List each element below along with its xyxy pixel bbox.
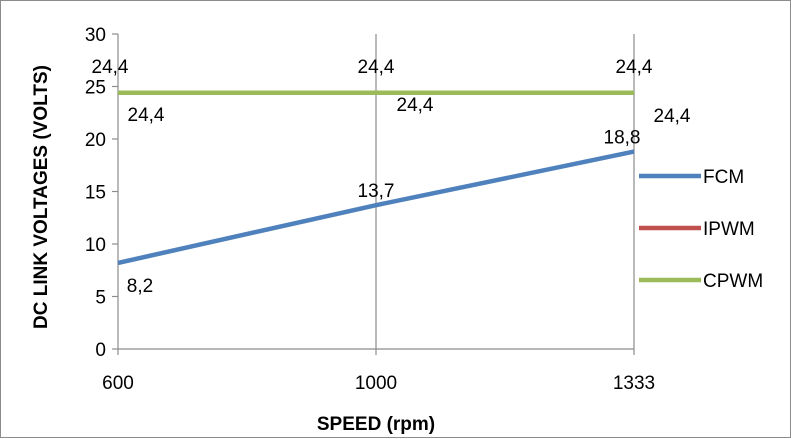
series-layer xyxy=(117,90,635,266)
data-label-cpwm-1000: 24,4 xyxy=(397,95,434,116)
x-axis-title: SPEED (rpm) xyxy=(317,414,435,435)
legend-label-cpwm: CPWM xyxy=(703,271,763,292)
axis-layer: 0 5 10 15 20 25 30 600 1000 1333 xyxy=(85,25,655,394)
y-tick-label-0: 0 xyxy=(95,340,106,361)
x-tick-label-600: 600 xyxy=(102,373,134,394)
data-label-ipwm-1333: 24,4 xyxy=(616,57,653,78)
data-label-fcm-600: 8,2 xyxy=(127,276,153,297)
y-tick-label-15: 15 xyxy=(85,183,106,204)
y-axis-title: DC LINK VOLTAGES (VOLTS) xyxy=(31,65,52,329)
legend-label-ipwm: IPWM xyxy=(703,219,755,240)
y-tick-label-25: 25 xyxy=(85,78,106,99)
y-tick-label-30: 30 xyxy=(85,25,106,46)
y-tick-label-10: 10 xyxy=(85,235,106,256)
legend-label-fcm: FCM xyxy=(703,167,744,188)
x-tick-label-1000: 1000 xyxy=(355,373,397,394)
data-label-cpwm-1333: 24,4 xyxy=(654,106,691,127)
data-label-ipwm-600: 24,4 xyxy=(92,57,129,78)
data-label-layer: 8,213,718,824,4 24,4 24,424,4 24,424,4 xyxy=(92,57,691,297)
y-tick-label-5: 5 xyxy=(95,288,106,309)
y-tick-label-20: 20 xyxy=(85,130,106,151)
data-label-ipwm-1000: 24,4 xyxy=(358,57,395,78)
series-line-fcm xyxy=(117,149,635,266)
legend: FCM IPWM CPWM xyxy=(639,167,763,292)
x-tick-label-1333: 1333 xyxy=(613,373,655,394)
data-label-cpwm-600: 24,4 xyxy=(128,105,165,126)
grid-layer xyxy=(375,34,635,349)
data-label-fcm-1333: 18,8 xyxy=(604,128,641,149)
data-label-fcm-1000: 13,7 xyxy=(358,181,395,202)
